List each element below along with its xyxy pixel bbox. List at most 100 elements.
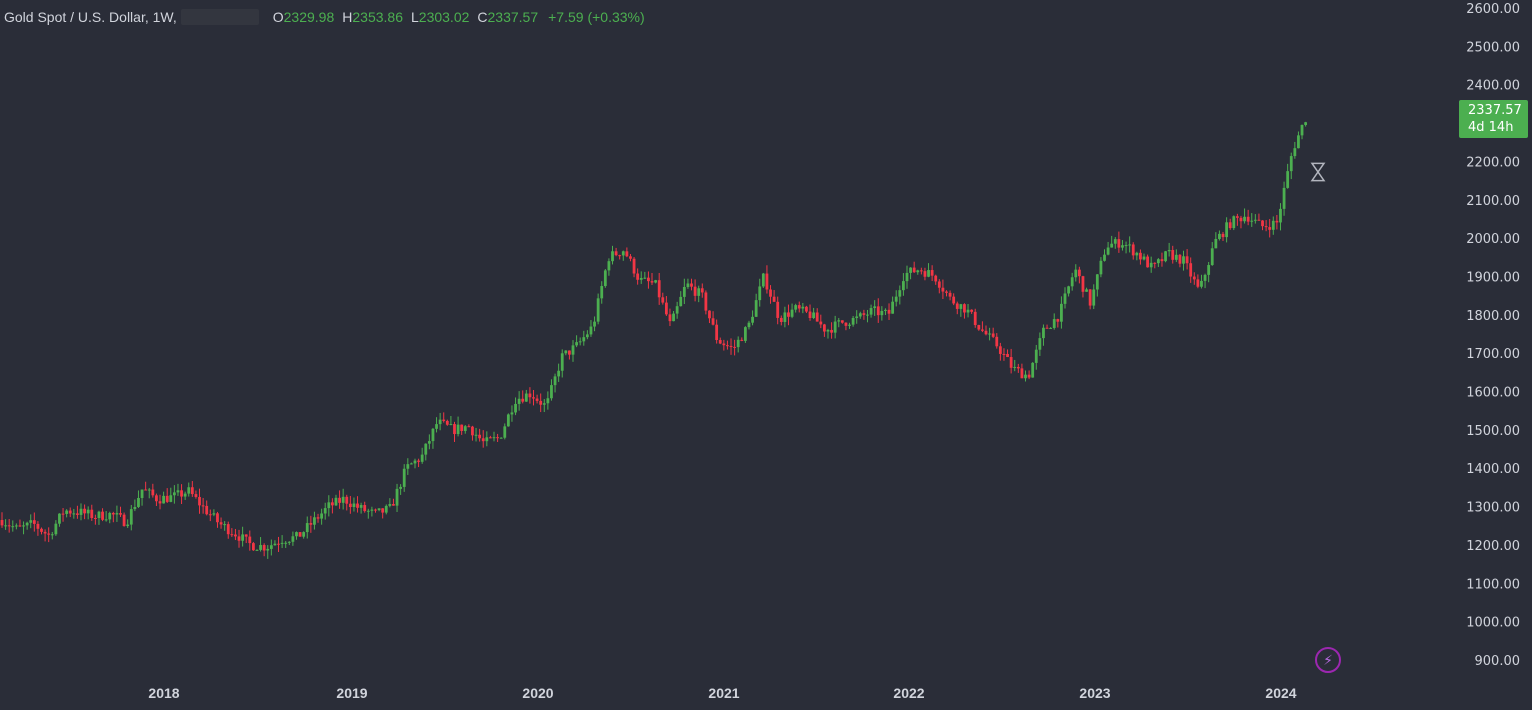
candle-down	[984, 330, 988, 335]
candle-down	[973, 311, 977, 326]
candle-down	[392, 504, 395, 506]
candle-down	[251, 543, 255, 551]
candle-up	[503, 426, 507, 438]
candle-up	[1128, 244, 1132, 246]
candle-up	[126, 524, 130, 527]
candle-down	[216, 513, 219, 523]
candle-down	[230, 534, 234, 536]
candle-up	[463, 426, 467, 431]
candle-up	[571, 345, 575, 355]
candle-down	[1239, 217, 1243, 222]
candle-up	[287, 541, 291, 543]
candle-down	[471, 426, 474, 436]
candle-up	[1052, 319, 1056, 328]
candle-up	[1135, 252, 1139, 256]
candle-down	[47, 533, 51, 535]
candle-down	[226, 524, 230, 535]
candle-up	[524, 393, 528, 402]
candle-up	[1095, 274, 1099, 290]
candle-up	[1210, 248, 1214, 266]
high-label: H	[342, 9, 353, 25]
candle-down	[61, 513, 65, 515]
candle-up	[1099, 260, 1103, 275]
candle-up	[370, 509, 374, 511]
y-tick-label: 2400.00	[1466, 79, 1520, 94]
candle-down	[330, 502, 334, 506]
candle-up	[550, 385, 553, 399]
x-tick-label: 2022	[893, 685, 924, 701]
candle-up	[474, 434, 478, 436]
candle-up	[104, 519, 108, 521]
candle-down	[887, 309, 891, 314]
candle-up	[388, 504, 392, 506]
candle-down	[862, 313, 866, 315]
candle-up	[259, 545, 262, 550]
candle-up	[1049, 327, 1053, 329]
candle-up	[485, 437, 489, 442]
candle-down	[1146, 256, 1150, 268]
candle-up	[366, 510, 370, 512]
candle-down	[237, 536, 241, 541]
candle-up	[334, 497, 338, 506]
candle-down	[941, 287, 945, 292]
candle-up	[323, 508, 327, 514]
candle-down	[453, 424, 456, 435]
candle-up	[686, 283, 690, 287]
candle-up	[927, 270, 930, 277]
candle-down	[298, 532, 302, 537]
candle-down	[614, 251, 618, 256]
candle-down	[1221, 233, 1225, 238]
time-axis[interactable]: 2018 2019 2020 2021 2022 2023 2024	[148, 685, 1296, 701]
candle-up	[754, 300, 758, 317]
candle-up	[1070, 277, 1074, 287]
candle-down	[43, 531, 47, 534]
candle-up	[833, 321, 837, 333]
price-axis[interactable]: 900.00 1000.00 1100.00 1200.00 1300.00 1400.0…	[1466, 2, 1520, 669]
candle-up	[682, 286, 686, 297]
candle-up	[1282, 187, 1286, 209]
candle-up	[585, 334, 589, 338]
candle-up	[427, 441, 431, 444]
candle-down	[219, 522, 223, 525]
candle-down	[934, 275, 938, 282]
candle-down	[808, 311, 812, 319]
last-price-tag: 2337.57 4d 14h	[1459, 100, 1528, 138]
candle-up	[546, 398, 550, 404]
candle-down	[467, 426, 471, 428]
candle-down	[539, 400, 543, 405]
candle-down	[1264, 226, 1268, 228]
candle-up	[1203, 274, 1207, 281]
candle-up	[1092, 289, 1096, 306]
candle-down	[151, 489, 155, 496]
candle-down	[650, 281, 654, 283]
candle-up	[359, 505, 363, 508]
candle-down	[844, 322, 848, 326]
candle-up	[988, 333, 991, 335]
candle-up	[1250, 220, 1254, 222]
candle-up	[313, 517, 316, 525]
candle-down	[937, 281, 941, 288]
lightning-icon[interactable]: ⚡	[1315, 647, 1341, 673]
candle-up	[607, 261, 611, 271]
candle-up	[578, 341, 582, 343]
candle-up	[812, 312, 816, 319]
candle-up	[492, 437, 496, 439]
candle-down	[787, 312, 790, 317]
candle-up	[1232, 216, 1236, 229]
candle-down	[190, 487, 194, 495]
candle-down	[521, 398, 525, 402]
candle-down	[664, 302, 668, 315]
candle-down	[1002, 353, 1006, 355]
candle-down	[1027, 374, 1031, 378]
candle-down	[1139, 252, 1142, 260]
candle-down	[722, 343, 726, 346]
candle-down	[165, 495, 169, 502]
candle-up	[212, 513, 216, 515]
redacted-exchange	[180, 9, 259, 25]
candle-up	[1042, 327, 1045, 339]
candle-up	[137, 497, 140, 507]
candle-up	[377, 508, 381, 511]
x-tick-label: 2020	[522, 685, 553, 701]
candle-up	[499, 437, 503, 439]
